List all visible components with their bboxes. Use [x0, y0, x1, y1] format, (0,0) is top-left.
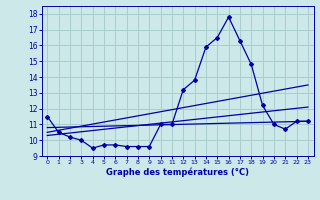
X-axis label: Graphe des températures (°C): Graphe des températures (°C) [106, 168, 249, 177]
